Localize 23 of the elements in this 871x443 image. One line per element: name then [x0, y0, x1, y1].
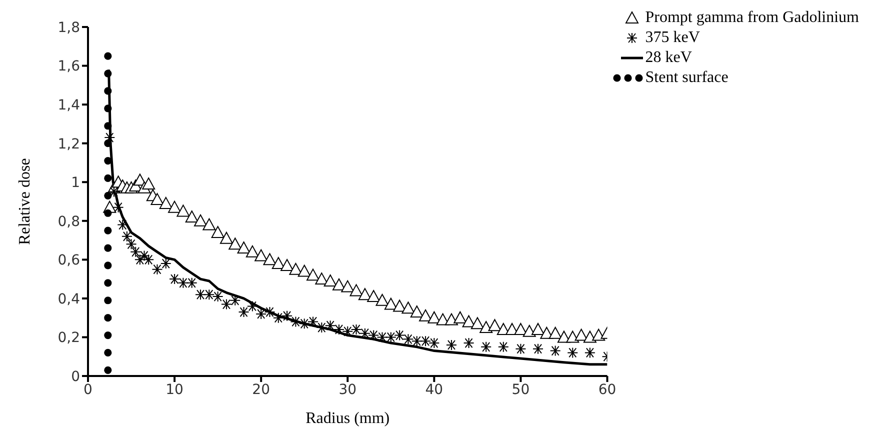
x-tick-label: 20: [252, 382, 270, 398]
x-tick-label: 30: [338, 382, 357, 398]
legend-label: 28 keV: [645, 48, 692, 68]
y-axis-title: Relative dose: [16, 158, 34, 245]
y-tick-label: 0,6: [58, 252, 80, 269]
y-tick-label: 0,2: [58, 330, 80, 346]
y-tick-label: 1,4: [58, 98, 80, 114]
x-tick-label: 60: [598, 382, 616, 398]
legend-label: 375 keV: [645, 28, 700, 48]
x-axis-title: Radius (mm): [306, 410, 390, 427]
y-tick-label: 1,6: [58, 58, 80, 75]
y-tick-label: 1,8: [58, 20, 80, 36]
y-tick-label: 0,4: [58, 291, 80, 308]
y-tick-label: 1,2: [58, 136, 80, 152]
legend-label: Stent surface: [645, 68, 728, 88]
legend-label: Prompt gamma from Gadolinium: [645, 8, 859, 28]
y-tick-label: 1: [71, 175, 80, 192]
y-tick-label: 0,8: [58, 214, 80, 230]
x-tick-label: 0: [84, 382, 92, 398]
x-tick-label: 40: [425, 382, 444, 398]
x-tick-label: 10: [166, 382, 184, 398]
y-tick-label: 0: [71, 368, 80, 385]
x-tick-label: 50: [512, 382, 530, 398]
